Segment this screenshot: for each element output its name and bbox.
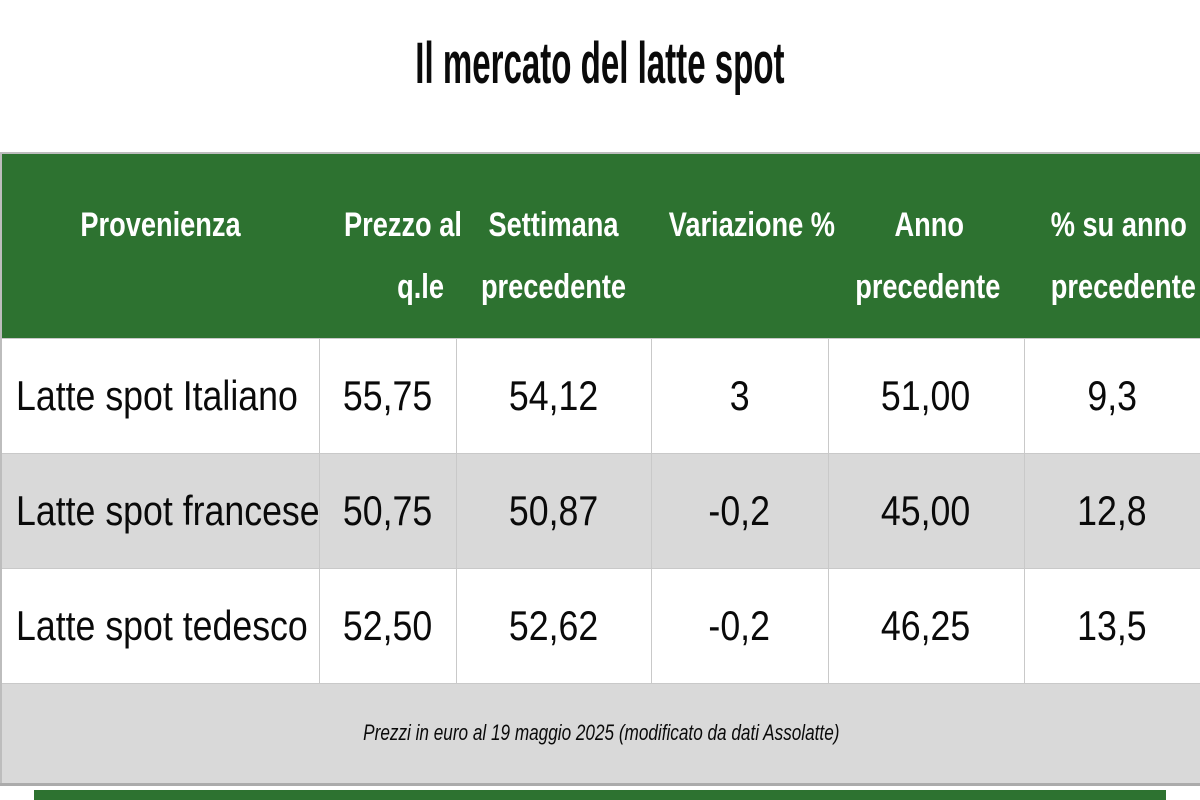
caption-row: Prezzi in euro al 19 maggio 2025 (modifi… (1, 682, 1200, 786)
header-row: Provenienza Prezzo al q.le Settimana pre… (1, 153, 1200, 338)
table-row-latte-spot-italiano: Latte spot Italiano 55,75 54,12 3 51,00 … (0, 337, 1200, 454)
cell-provenienza: Latte spot Italiano (0, 337, 320, 454)
cell-variazione: 3 (650, 337, 829, 454)
column-header-variazione: Variazione % (651, 153, 835, 338)
table-caption: Prezzi in euro al 19 maggio 2025 (modifi… (1, 682, 1200, 786)
column-header-prezzo-al-qle: Prezzo al q.le (319, 153, 462, 338)
header-line: Provenienza (80, 206, 241, 244)
cell-pct-su-anno: 9,3 (1023, 337, 1200, 454)
cell-provenienza: Latte spot tedesco (0, 567, 320, 684)
cell-prezzo: 55,75 (318, 337, 457, 454)
header-line: precedente (480, 268, 627, 306)
header-line: precedente (1050, 268, 1196, 306)
table-caption-text: Prezzi in euro al 19 maggio 2025 (modifi… (362, 720, 840, 745)
next-table-header-edge (34, 790, 1166, 800)
cell-prezzo: 50,75 (318, 452, 457, 569)
header-line: Prezzo al (344, 206, 462, 244)
page-title: Il mercato del latte spot (0, 28, 1200, 100)
cell-settimana-precedente: 50,87 (455, 452, 652, 569)
cell-provenienza: Latte spot francese (0, 452, 320, 569)
milk-spot-price-table: Provenienza Prezzo al q.le Settimana pre… (0, 152, 1200, 786)
cell-anno-precedente: 46,25 (827, 567, 1025, 684)
page-title-text: Il mercato del latte spot (415, 31, 785, 96)
column-header-settimana-precedente: Settimana precedente (456, 153, 651, 338)
header-line: Anno (894, 206, 964, 244)
header-line: % su anno (1050, 206, 1187, 244)
column-header-provenienza: Provenienza (1, 153, 319, 338)
cell-prezzo: 52,50 (318, 567, 457, 684)
column-header-anno-precedente: Anno precedente (828, 153, 1024, 338)
header-line: precedente (855, 268, 1001, 306)
header-line: Variazione % (668, 206, 835, 244)
header-line: q.le (397, 268, 444, 306)
table-row-latte-spot-tedesco: Latte spot tedesco 52,50 52,62 -0,2 46,2… (0, 567, 1200, 684)
column-header-pct-su-anno-precedente: % su anno precedente (1024, 153, 1200, 338)
cell-settimana-precedente: 52,62 (455, 567, 652, 684)
cell-pct-su-anno: 13,5 (1023, 567, 1200, 684)
cell-variazione: -0,2 (650, 567, 829, 684)
cell-anno-precedente: 45,00 (827, 452, 1025, 569)
cell-variazione: -0,2 (650, 452, 829, 569)
table-row-latte-spot-francese: Latte spot francese 50,75 50,87 -0,2 45,… (0, 452, 1200, 569)
cell-settimana-precedente: 54,12 (455, 337, 652, 454)
cell-anno-precedente: 51,00 (827, 337, 1025, 454)
cell-pct-su-anno: 12,8 (1023, 452, 1200, 569)
header-line: Settimana (488, 206, 619, 244)
